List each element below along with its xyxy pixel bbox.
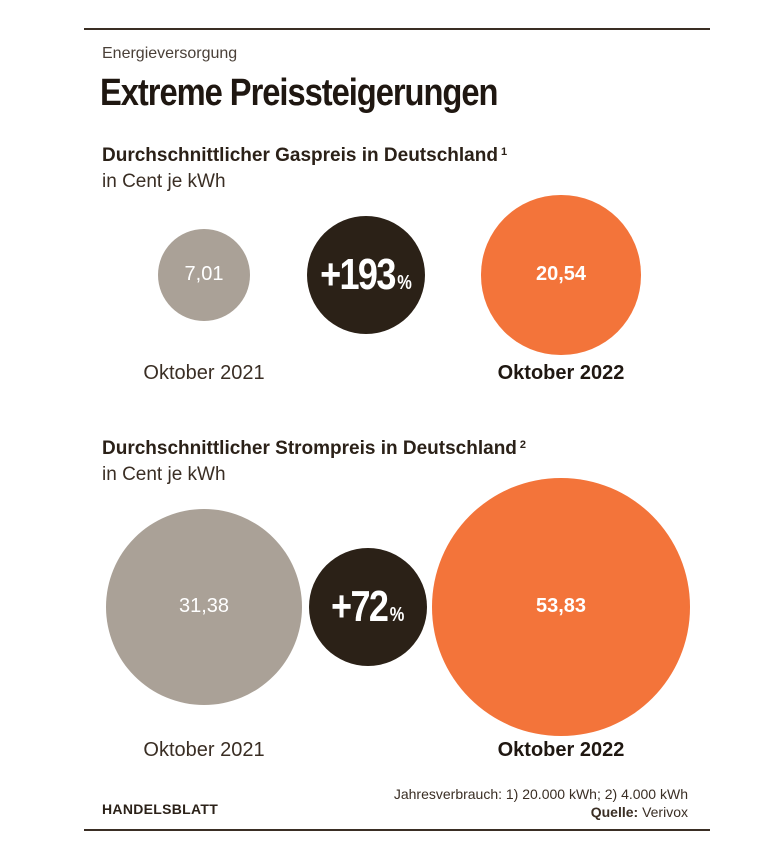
power-value-2021: 31,38 [178, 595, 230, 618]
gas-chart-title-text: Durchschnittlicher Gaspreis in Deutschla… [102, 145, 498, 166]
power-change-unit: % [390, 604, 405, 626]
source-name: Verivox [642, 804, 688, 820]
kicker: Energieversorgung [102, 45, 238, 62]
power-label-2021: Oktober 2021 [143, 739, 265, 761]
publisher-logo: HANDELSBLATT [102, 801, 219, 817]
power-change-bubble: +72 % [309, 548, 427, 666]
power-chart-unit: in Cent je kWh [102, 464, 226, 485]
power-value-2022: 53,83 [535, 595, 587, 618]
bottom-rule [84, 829, 710, 831]
gas-label-2022: Oktober 2022 [497, 362, 625, 384]
gas-bubble-2021: 7,01 [157, 228, 251, 322]
gas-label-2021: Oktober 2021 [143, 362, 265, 384]
gas-chart-title: Durchschnittlicher Gaspreis in Deutschla… [102, 145, 507, 167]
consumption-note: Jahresverbrauch: 1) 20.000 kWh; 2) 4.000… [393, 786, 688, 802]
gas-value-2022: 20,54 [535, 263, 587, 286]
power-bubble-2022: 53,83 [432, 478, 690, 736]
footnote: Jahresverbrauch: 1) 20.000 kWh; 2) 4.000… [394, 785, 688, 821]
gas-chart-unit: in Cent je kWh [102, 171, 226, 192]
gas-change-number: +193 [320, 250, 396, 299]
gas-change-unit: % [397, 272, 412, 294]
power-chart-title: Durchschnittlicher Strompreis in Deutsch… [102, 438, 526, 460]
power-chart-title-text: Durchschnittlicher Strompreis in Deutsch… [102, 438, 517, 459]
power-bubble-2021: 31,38 [105, 508, 303, 706]
headline: Extreme Preissteigerungen [100, 72, 498, 114]
source-line: Quelle: Verivox [394, 803, 688, 821]
gas-value-2021: 7,01 [184, 263, 224, 286]
power-change-number: +72 [331, 582, 389, 631]
source-label: Quelle: [590, 804, 639, 820]
top-rule [84, 28, 710, 30]
gas-change-bubble: +193 % [307, 216, 425, 334]
power-footnote-marker: 2 [519, 439, 527, 451]
gas-footnote-marker: 1 [500, 146, 508, 158]
gas-bubble-2022: 20,54 [481, 195, 641, 355]
power-label-2022: Oktober 2022 [497, 739, 625, 761]
